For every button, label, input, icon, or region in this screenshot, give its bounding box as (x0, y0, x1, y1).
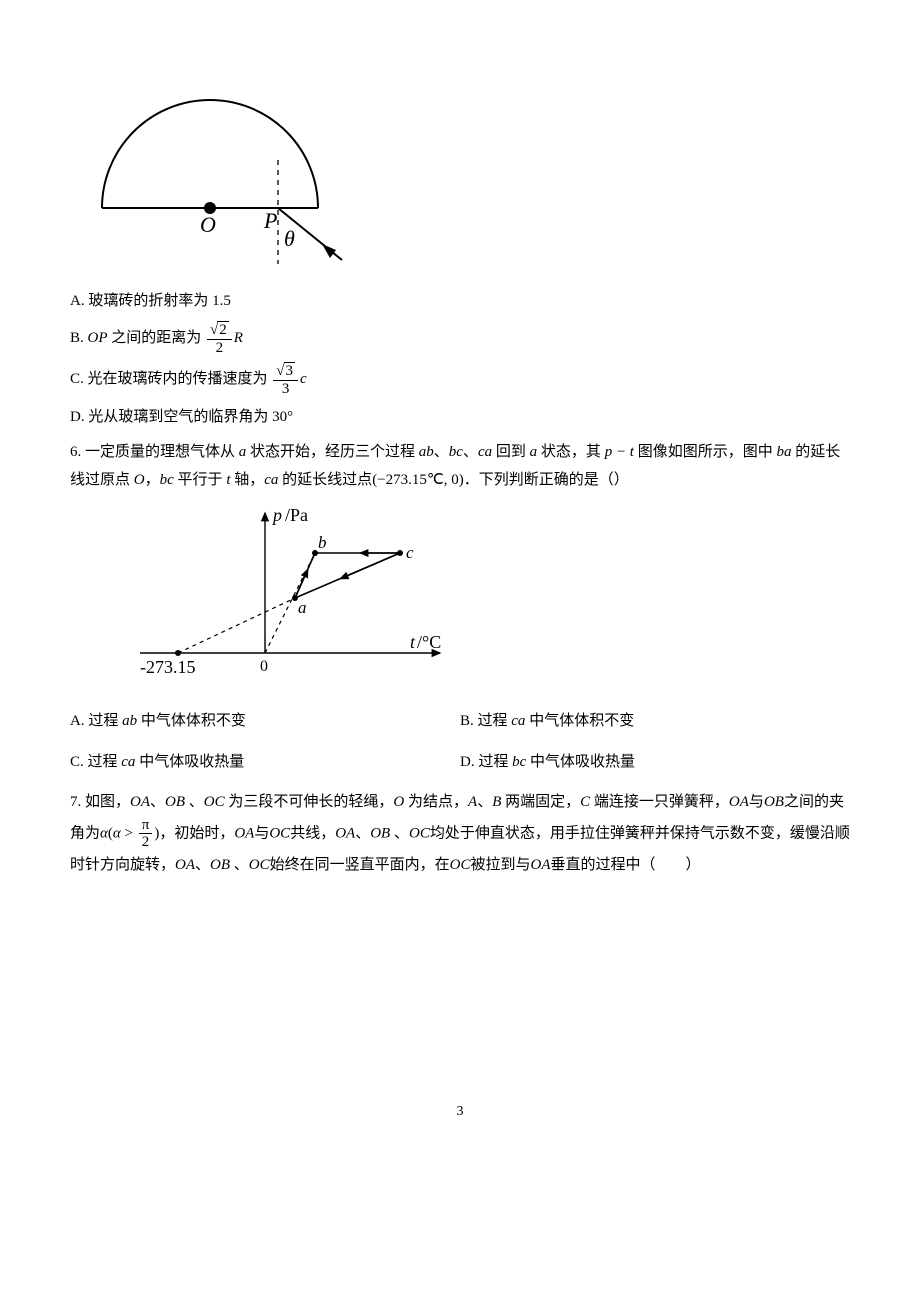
pt-diagram: p /Pa t /°C 0 -273.15 a b c (110, 503, 460, 683)
svg-text:/Pa: /Pa (285, 505, 308, 525)
q5-option-d: D. 光从玻璃到空气的临界角为 30° (70, 403, 850, 432)
optC-fraction: √3 3 (273, 362, 298, 397)
q6-option-c: C. 过程 ca 中气体吸收热量 (70, 748, 460, 777)
svg-text:-273.15: -273.15 (140, 657, 196, 677)
optB-mid: 之间的距离为 (108, 330, 202, 346)
q6-options-row2: C. 过程 ca 中气体吸收热量 D. 过程 bc 中气体吸收热量 (70, 742, 850, 783)
optC-prefix: C. 光在玻璃砖内的传播速度为 (70, 371, 268, 387)
q5-option-b: B. OP 之间的距离为 √2 2 R (70, 321, 850, 356)
svg-text:/°C: /°C (417, 632, 441, 652)
svg-text:P: P (263, 208, 277, 233)
svg-text:O: O (200, 212, 216, 237)
q7-pi-over-2: π2 (139, 817, 153, 851)
q5-option-c: C. 光在玻璃砖内的传播速度为 √3 3 c (70, 362, 850, 397)
q5-figure: O P θ (80, 68, 850, 279)
svg-text:θ: θ (284, 226, 295, 251)
q7-stem: 7. 如图，OA、OB 、OC 为三段不可伸长的轻绳，O 为结点，A、B 两端固… (70, 788, 850, 879)
q6-option-b: B. 过程 ca 中气体体积不变 (460, 707, 850, 736)
optB-OP: OP (88, 330, 108, 346)
optB-R: R (234, 330, 243, 346)
q6-figure: p /Pa t /°C 0 -273.15 a b c (110, 503, 850, 694)
svg-text:0: 0 (260, 658, 268, 675)
semicircle-diagram: O P θ (80, 68, 370, 268)
q6-stem: 6. 一定质量的理想气体从 a 状态开始，经历三个过程 ab、bc、ca 回到 … (70, 438, 850, 495)
q6-option-a: A. 过程 ab 中气体体积不变 (70, 707, 460, 736)
optB-fraction: √2 2 (207, 321, 232, 356)
svg-text:a: a (298, 598, 307, 617)
optB-prefix: B. (70, 330, 88, 346)
svg-text:b: b (318, 533, 327, 552)
svg-text:c: c (406, 543, 414, 562)
optC-c: c (300, 371, 307, 387)
q5-option-a: A. 玻璃砖的折射率为 1.5 (70, 287, 850, 316)
svg-text:p: p (271, 505, 282, 525)
page-number: 3 (70, 1099, 850, 1126)
q6-option-d: D. 过程 bc 中气体吸收热量 (460, 748, 850, 777)
svg-text:t: t (410, 632, 416, 652)
q6-options-row1: A. 过程 ab 中气体体积不变 B. 过程 ca 中气体体积不变 (70, 701, 850, 742)
